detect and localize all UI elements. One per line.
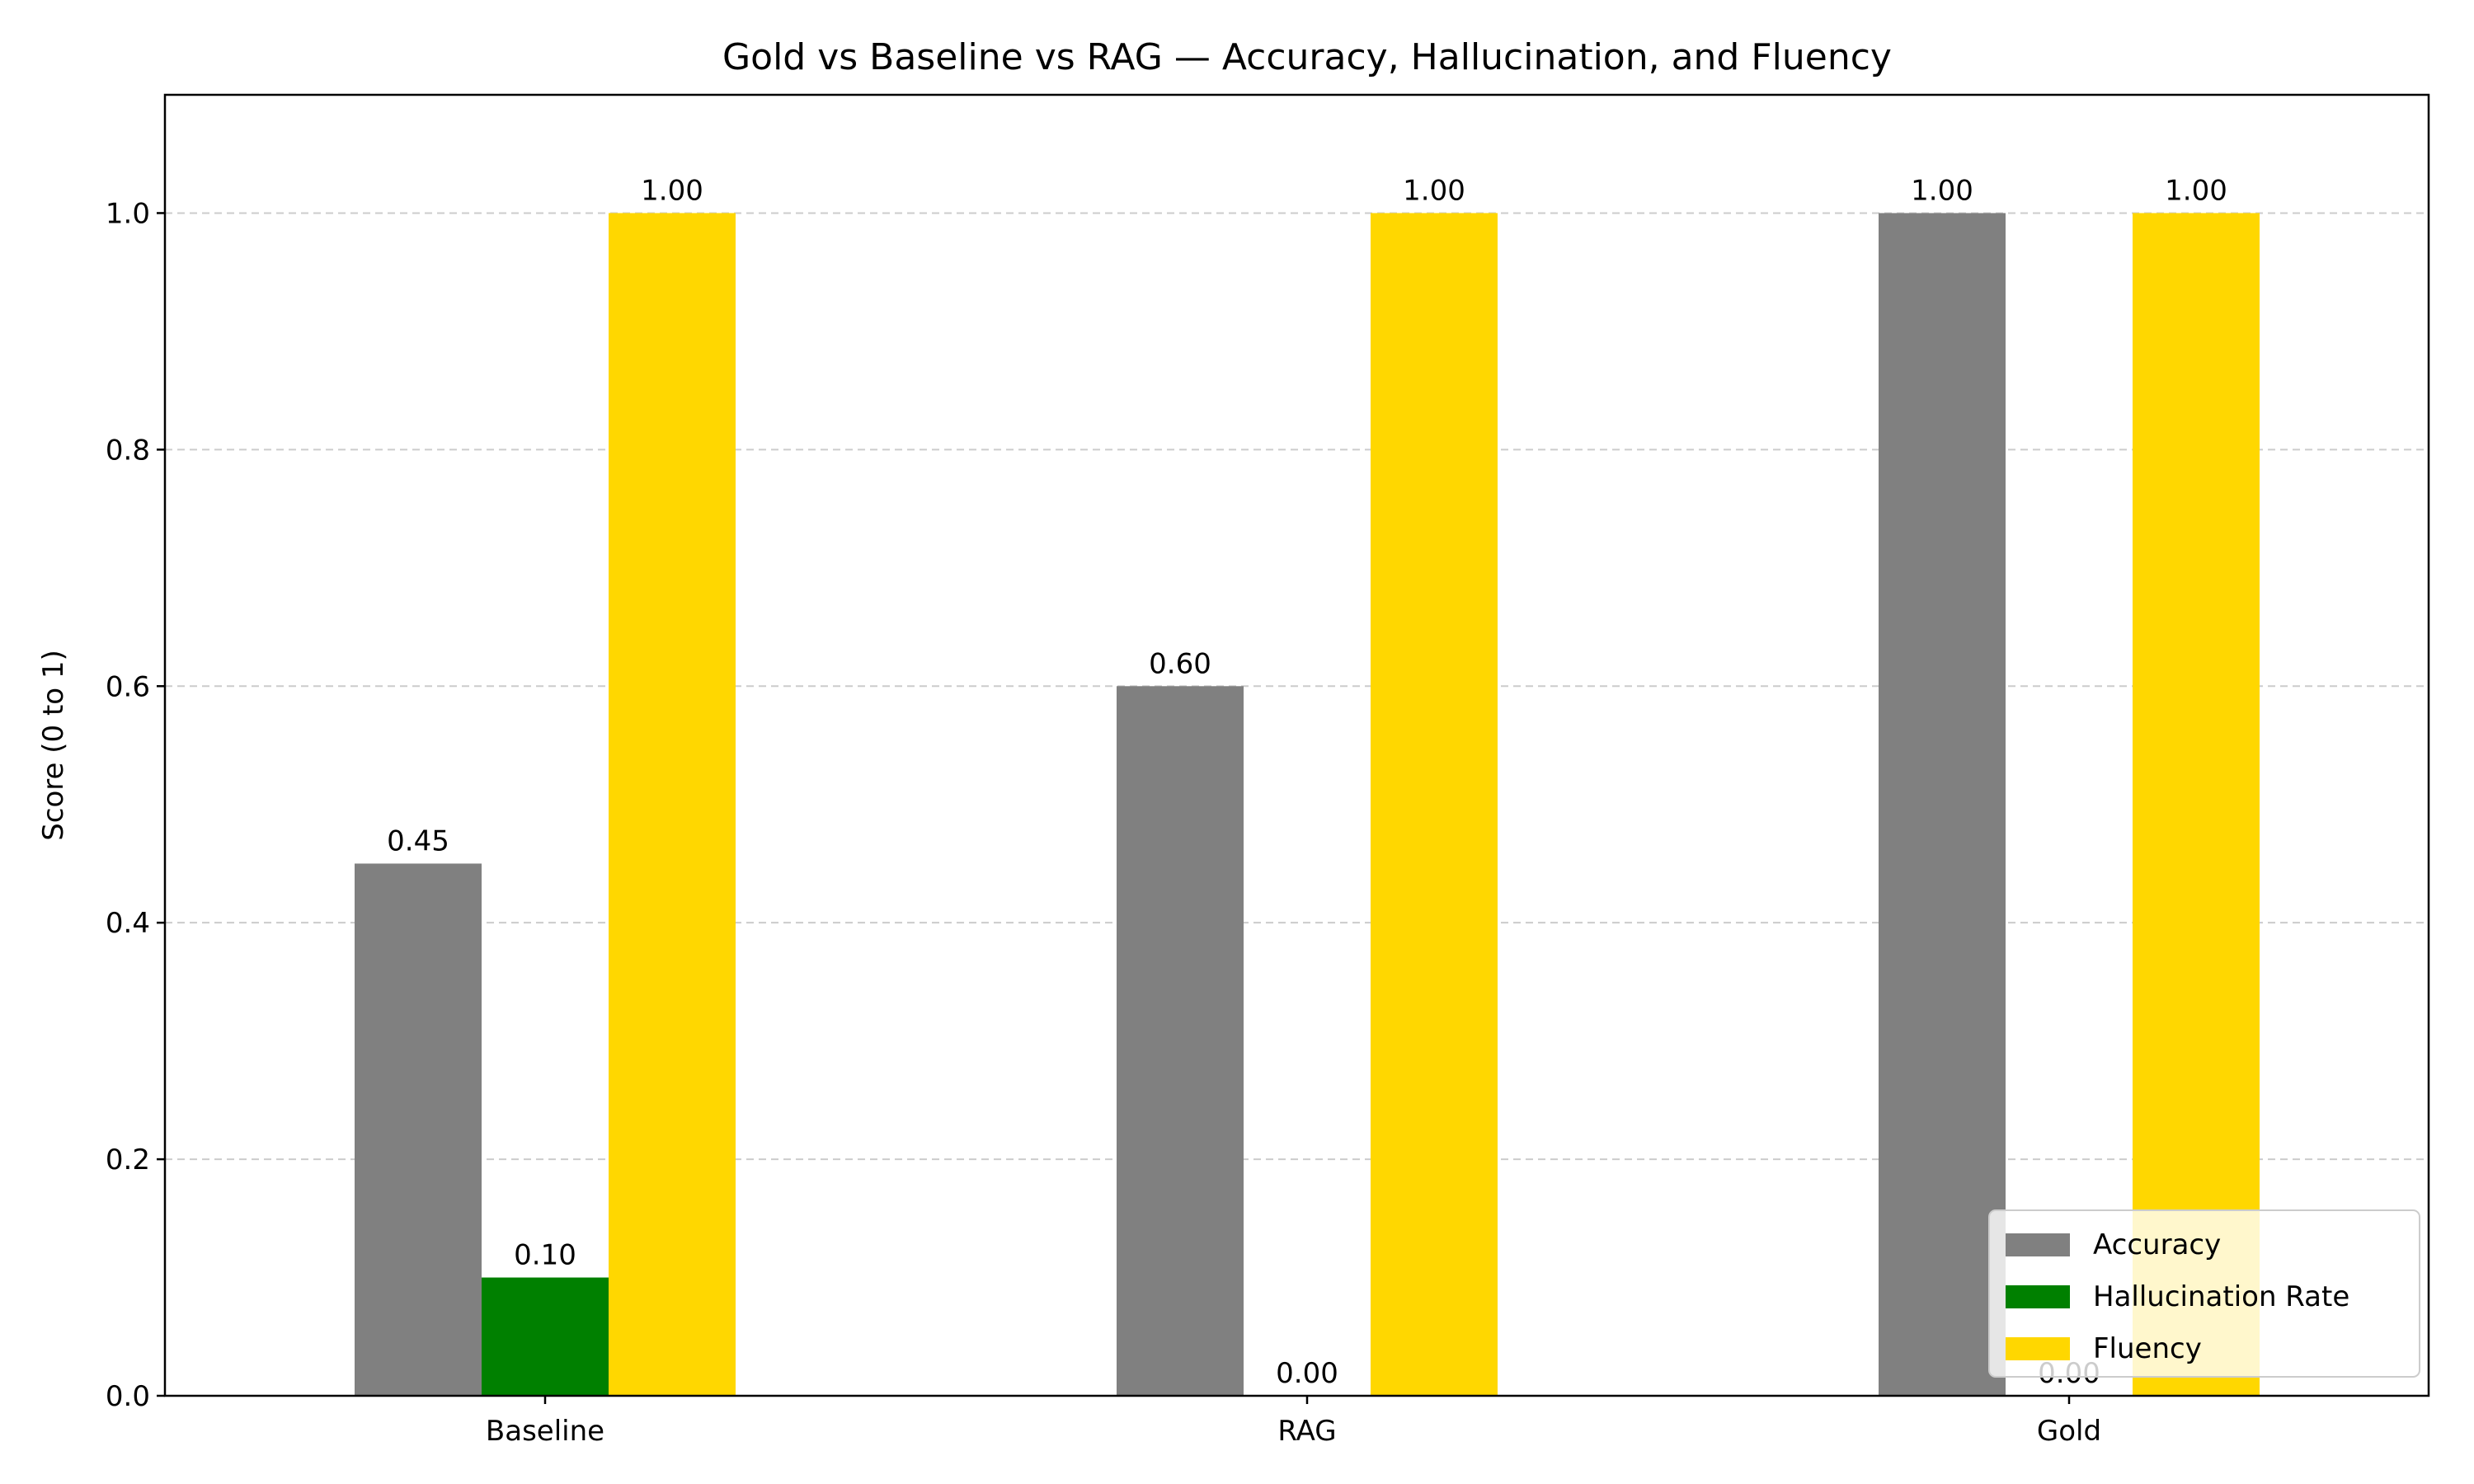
- data-label: 1.00: [1911, 174, 1973, 207]
- x-tick-label: Baseline: [486, 1415, 604, 1448]
- plot-frame: [163, 93, 2430, 1397]
- data-label: 0.45: [387, 824, 449, 857]
- legend-swatch: [2006, 1285, 2070, 1308]
- legend-swatch: [2006, 1337, 2070, 1360]
- data-label: 1.00: [1403, 174, 1465, 207]
- y-tick-label: 0.6: [106, 670, 150, 703]
- y-tick-label: 0.8: [106, 434, 150, 467]
- legend-swatch: [2006, 1233, 2070, 1256]
- legend-label: Hallucination Rate: [2093, 1280, 2349, 1313]
- bar-accuracy-baseline: [355, 863, 482, 1396]
- bar-hallucination-rate-baseline: [482, 1277, 609, 1396]
- legend-label: Fluency: [2093, 1332, 2202, 1365]
- data-label: 1.00: [2165, 174, 2227, 207]
- bar-fluency-rag: [1371, 213, 1498, 1396]
- y-tick-label: 0.2: [106, 1144, 150, 1176]
- y-tick-label: 1.0: [106, 197, 150, 230]
- legend-label: Accuracy: [2093, 1228, 2221, 1261]
- data-label: 1.00: [641, 174, 703, 207]
- y-axis-ticks: 0.0 0.2 0.4 0.6 0.8 1.0: [106, 197, 165, 1413]
- y-tick-label: 0.0: [106, 1380, 150, 1413]
- bar-fluency-baseline: [609, 213, 736, 1396]
- y-tick-label: 0.4: [106, 907, 150, 940]
- x-tick-label: RAG: [1277, 1415, 1336, 1448]
- chart-title: Gold vs Baseline vs RAG — Accuracy, Hall…: [722, 36, 1892, 78]
- x-axis-ticks: Baseline RAG Gold: [486, 1396, 2101, 1448]
- legend-frame: [1988, 1209, 2420, 1378]
- bar-accuracy-rag: [1117, 686, 1244, 1396]
- y-axis-label: Score (0 to 1): [37, 650, 70, 841]
- x-tick-label: Gold: [2037, 1415, 2101, 1448]
- data-label: 0.60: [1149, 647, 1211, 680]
- legend: Accuracy Hallucination Rate Fluency: [1988, 1209, 2420, 1378]
- bar-layer: [355, 213, 2260, 1396]
- grid-layer: [165, 212, 2429, 1161]
- bar-accuracy-gold: [1879, 213, 2006, 1396]
- data-label: 0.00: [1276, 1357, 1338, 1390]
- data-label: 0.10: [514, 1239, 576, 1272]
- bar-fluency-gold: [2133, 213, 2260, 1396]
